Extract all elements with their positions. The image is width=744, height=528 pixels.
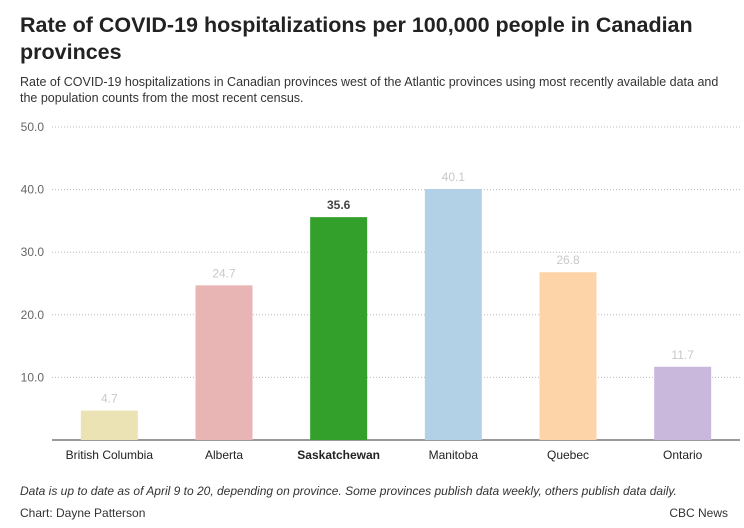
chart-credit: Chart: Dayne Patterson <box>20 506 146 520</box>
data-label: 40.1 <box>442 170 466 184</box>
bar-alberta[interactable] <box>195 285 253 440</box>
chart-subtitle: Rate of COVID-19 hospitalizations in Can… <box>20 75 719 105</box>
y-tick-label: 40.0 <box>21 183 45 197</box>
x-tick-label: Quebec <box>547 448 589 462</box>
data-label: 4.7 <box>101 392 118 406</box>
y-tick-label: 10.0 <box>21 370 45 384</box>
bar-chart: 10.0 20.0 30.0 40.0 50.0 4.7 British Columbia 2… <box>21 120 740 462</box>
x-tick-label: Ontario <box>663 448 703 462</box>
x-tick-label: British Columbia <box>66 448 154 462</box>
bar-british-columbia[interactable] <box>80 410 138 440</box>
y-tick-label: 30.0 <box>21 245 45 259</box>
chart-title: Rate of COVID-19 hospitalizations per 10… <box>20 13 693 64</box>
data-label: 26.8 <box>556 253 580 267</box>
source-label: CBC News <box>669 506 728 520</box>
bar-manitoba[interactable] <box>424 188 482 440</box>
data-label: 11.7 <box>671 348 694 362</box>
x-tick-label: Manitoba <box>429 448 479 462</box>
bar-saskatchewan[interactable] <box>310 217 368 440</box>
y-tick-label: 50.0 <box>21 120 45 134</box>
x-tick-label: Saskatchewan <box>297 448 380 462</box>
x-tick-label: Alberta <box>205 448 243 462</box>
footnote: Data is up to date as of April 9 to 20, … <box>20 484 677 498</box>
bar-ontario[interactable] <box>654 366 712 440</box>
y-tick-label: 20.0 <box>21 308 45 322</box>
data-label: 35.6 <box>327 198 351 212</box>
data-label: 24.7 <box>212 266 236 280</box>
bar-quebec[interactable] <box>539 272 597 440</box>
